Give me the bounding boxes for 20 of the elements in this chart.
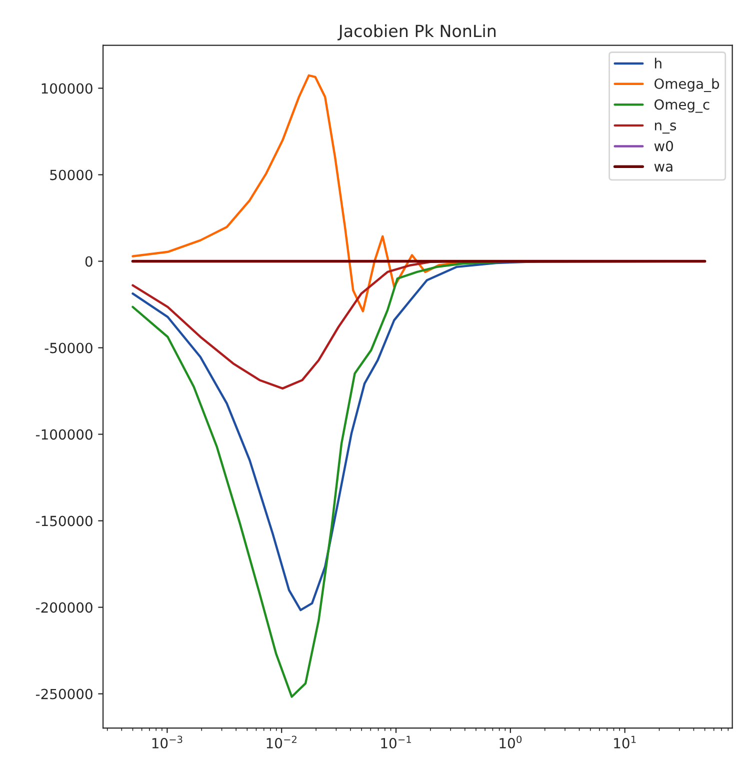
y-tick-label: -250000 [36,688,92,700]
x-tick-label: 10$^{0}$ [500,736,522,748]
y-tick-label: 50000 [50,170,92,180]
y-tick-label: -150000 [36,516,92,526]
y-tick-label: -200000 [36,602,92,613]
y-tick-label: 100000 [42,83,92,94]
legend-label: Omega_b [654,78,720,92]
legend-label: n_s [654,122,676,134]
chart-title: Jacobien Pk NonLin [338,24,496,40]
x-tick-label: 10$^{1}$ [614,736,636,748]
x-tick-label: 10$^{−1}$ [381,736,411,748]
x-tick-label: 10$^{−2}$ [266,736,296,748]
y-tick-label: -100000 [36,429,92,440]
legend-label: wa [654,164,672,172]
x-tick-label: 10$^{−3}$ [152,736,182,748]
legend-label: h [654,58,662,68]
y-tick-label: -50000 [44,342,92,354]
legend-label: Omeg_c [654,99,710,113]
y-tick-label: 0 [85,256,92,267]
legend-label: w0 [654,140,673,152]
